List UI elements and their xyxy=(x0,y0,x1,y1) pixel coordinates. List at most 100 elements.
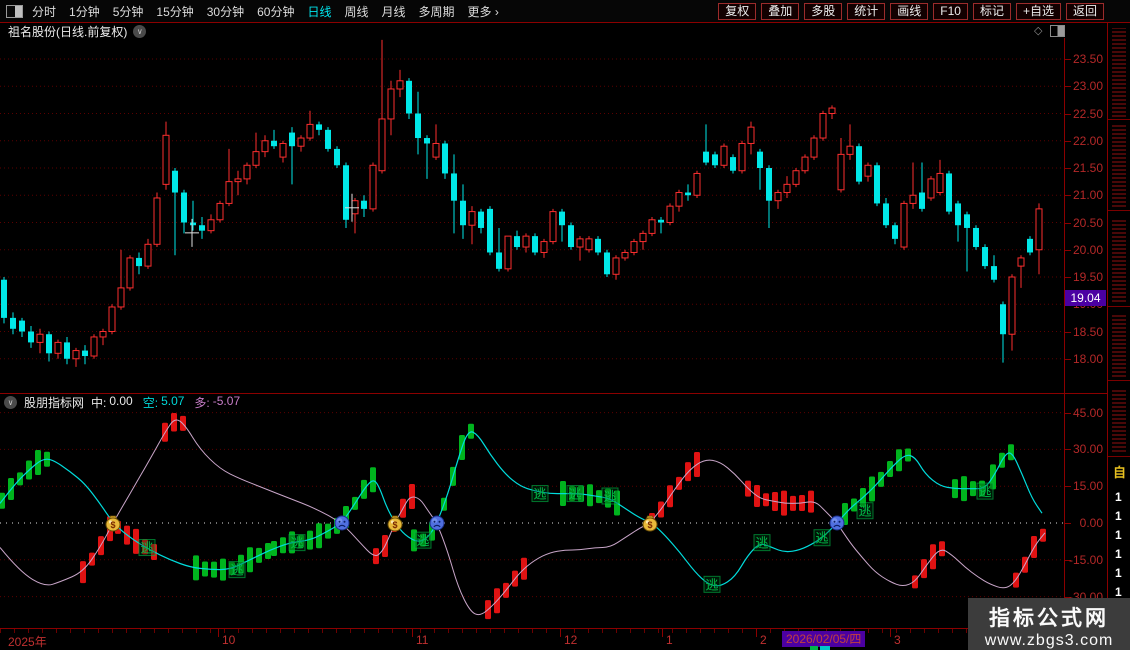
stock-title: 祖名股份(日线.前复权) xyxy=(8,25,128,39)
axis-border-line xyxy=(1064,38,1065,650)
indicator-bar xyxy=(171,413,177,432)
month-tick xyxy=(890,629,891,637)
tab-更多[interactable]: 更多 › xyxy=(467,4,499,19)
vertical-text-block xyxy=(1112,218,1126,302)
month-label: 2 xyxy=(760,633,767,647)
field-label: 中: xyxy=(91,396,107,410)
indicator-tick xyxy=(1065,559,1071,561)
indicator-label: -15.00 xyxy=(1068,552,1103,567)
diamond-icon[interactable]: ◇ xyxy=(1034,25,1043,37)
month-tick xyxy=(560,629,561,637)
svg-text:$: $ xyxy=(647,520,652,530)
indicator-bar xyxy=(80,561,86,584)
escape-mark: 逃 xyxy=(755,536,768,551)
button-画线[interactable]: 画线 xyxy=(890,2,929,20)
pane-divider[interactable] xyxy=(0,393,1107,394)
candlestick-chart[interactable] xyxy=(0,38,1064,394)
crosshair-date-badge: 2026/02/05/四 xyxy=(782,631,866,647)
field-value: 0.00 xyxy=(109,394,133,408)
price-label: 20.00 xyxy=(1072,242,1103,257)
tab-5分钟[interactable]: 5分钟 xyxy=(112,4,144,19)
escape-mark: 逃 xyxy=(858,504,871,519)
split-panel-icon[interactable] xyxy=(1050,24,1066,37)
button-返回[interactable]: 返回 xyxy=(1065,2,1104,20)
right-sidebar[interactable]: 自 1 1 1 1 1 1 xyxy=(1107,22,1130,650)
button-F10[interactable]: F10 xyxy=(933,2,968,20)
month-label: 3 xyxy=(894,633,901,647)
indicator-field: 空: 5.07 xyxy=(143,394,185,411)
strip-digit: 1 xyxy=(1115,566,1122,580)
tab-日线[interactable]: 日线 xyxy=(307,4,332,19)
month-label: 11 xyxy=(416,633,429,647)
strip-divider xyxy=(1108,306,1130,307)
button-叠加[interactable]: 叠加 xyxy=(761,2,800,20)
indicator-values: 中: 0.00 空: 5.07 多: -5.07 xyxy=(91,394,240,411)
price-label: 20.50 xyxy=(1072,215,1103,230)
sadface-icon xyxy=(429,515,445,531)
price-tick xyxy=(1065,304,1071,306)
strip-divider xyxy=(1108,210,1130,211)
indicator-bars xyxy=(0,413,1046,620)
escape-mark: 逃 xyxy=(140,541,153,556)
escape-mark: 逃 xyxy=(568,487,581,502)
indicator-label: 15.00 xyxy=(1072,479,1103,494)
period-tabs: 分时 1分钟 5分钟 15分钟 30分钟 60分钟 日线 周线 月线 多周期 更多 › xyxy=(32,3,499,20)
tab-1分钟[interactable]: 1分钟 xyxy=(69,4,100,19)
tab-周线[interactable]: 周线 xyxy=(344,4,369,19)
month-tick xyxy=(412,629,413,637)
button-统计[interactable]: 统计 xyxy=(847,2,886,20)
escape-mark: 逃 xyxy=(230,563,243,578)
watermark-url: www.zbgs3.com xyxy=(984,632,1114,649)
escape-mark: 逃 xyxy=(603,489,616,504)
price-label: 21.00 xyxy=(1072,188,1103,203)
tab-60分钟[interactable]: 60分钟 xyxy=(257,4,295,19)
price-label: 19.00 xyxy=(1072,297,1103,312)
price-axis: 23.50 23.00 22.50 22.00 21.50 21.00 20.50 20.00… xyxy=(1065,0,1106,650)
month-label: 12 xyxy=(564,633,578,647)
tab-15分钟[interactable]: 15分钟 xyxy=(156,4,194,19)
cut-off-row-fragment xyxy=(810,646,818,650)
strip-digit: 1 xyxy=(1115,547,1122,561)
layout-split-icon[interactable] xyxy=(6,4,23,18)
tab-分时[interactable]: 分时 xyxy=(32,4,57,19)
strip-digit: 1 xyxy=(1115,490,1122,504)
button-+自选[interactable]: +自选 xyxy=(1015,2,1061,20)
indicator-bar xyxy=(1008,444,1014,461)
price-tick xyxy=(1065,113,1071,115)
chevron-down-icon[interactable]: ∨ xyxy=(133,25,147,38)
button-标记[interactable]: 标记 xyxy=(972,2,1011,20)
price-label: 22.00 xyxy=(1072,133,1103,148)
indicator-tick xyxy=(1065,523,1071,524)
price-tick xyxy=(1065,59,1071,60)
tab-多周期[interactable]: 多周期 xyxy=(418,4,455,19)
button-多股[interactable]: 多股 xyxy=(804,2,843,20)
month-tick xyxy=(756,629,757,637)
escape-mark: 逃 xyxy=(533,487,546,502)
escape-mark: 逃 xyxy=(290,536,303,551)
moneybag-icon: $ xyxy=(387,515,403,532)
watermark-title: 指标公式网 xyxy=(989,607,1109,630)
indicator-bar xyxy=(979,480,985,497)
price-tick xyxy=(1065,358,1071,360)
price-label: 19.50 xyxy=(1072,270,1103,284)
month-tick xyxy=(662,629,663,637)
tab-30分钟[interactable]: 30分钟 xyxy=(206,4,245,19)
indicator-bar xyxy=(370,467,376,493)
candles xyxy=(1,39,1043,367)
chevron-down-icon[interactable]: ∨ xyxy=(4,396,17,409)
indicator-chart[interactable]: 逃逃逃 逃逃逃逃逃逃 逃逃逃$ $ $ xyxy=(0,411,1064,628)
tab-月线[interactable]: 月线 xyxy=(381,4,406,19)
indicator-bar xyxy=(307,530,313,550)
month-label: 1 xyxy=(666,633,673,647)
field-label: 空: xyxy=(142,396,159,410)
price-label: 23.50 xyxy=(1072,52,1103,66)
indicator-name[interactable]: 股朋指标网 xyxy=(24,396,85,410)
price-tick xyxy=(1065,168,1071,169)
svg-text:$: $ xyxy=(110,520,115,530)
strip-digit: 1 xyxy=(1115,509,1122,523)
vertical-text-block xyxy=(1112,28,1126,117)
title-right-icons: ◇ xyxy=(1034,24,1066,37)
button-复权[interactable]: 复权 xyxy=(718,2,757,20)
short-line xyxy=(0,419,1046,616)
